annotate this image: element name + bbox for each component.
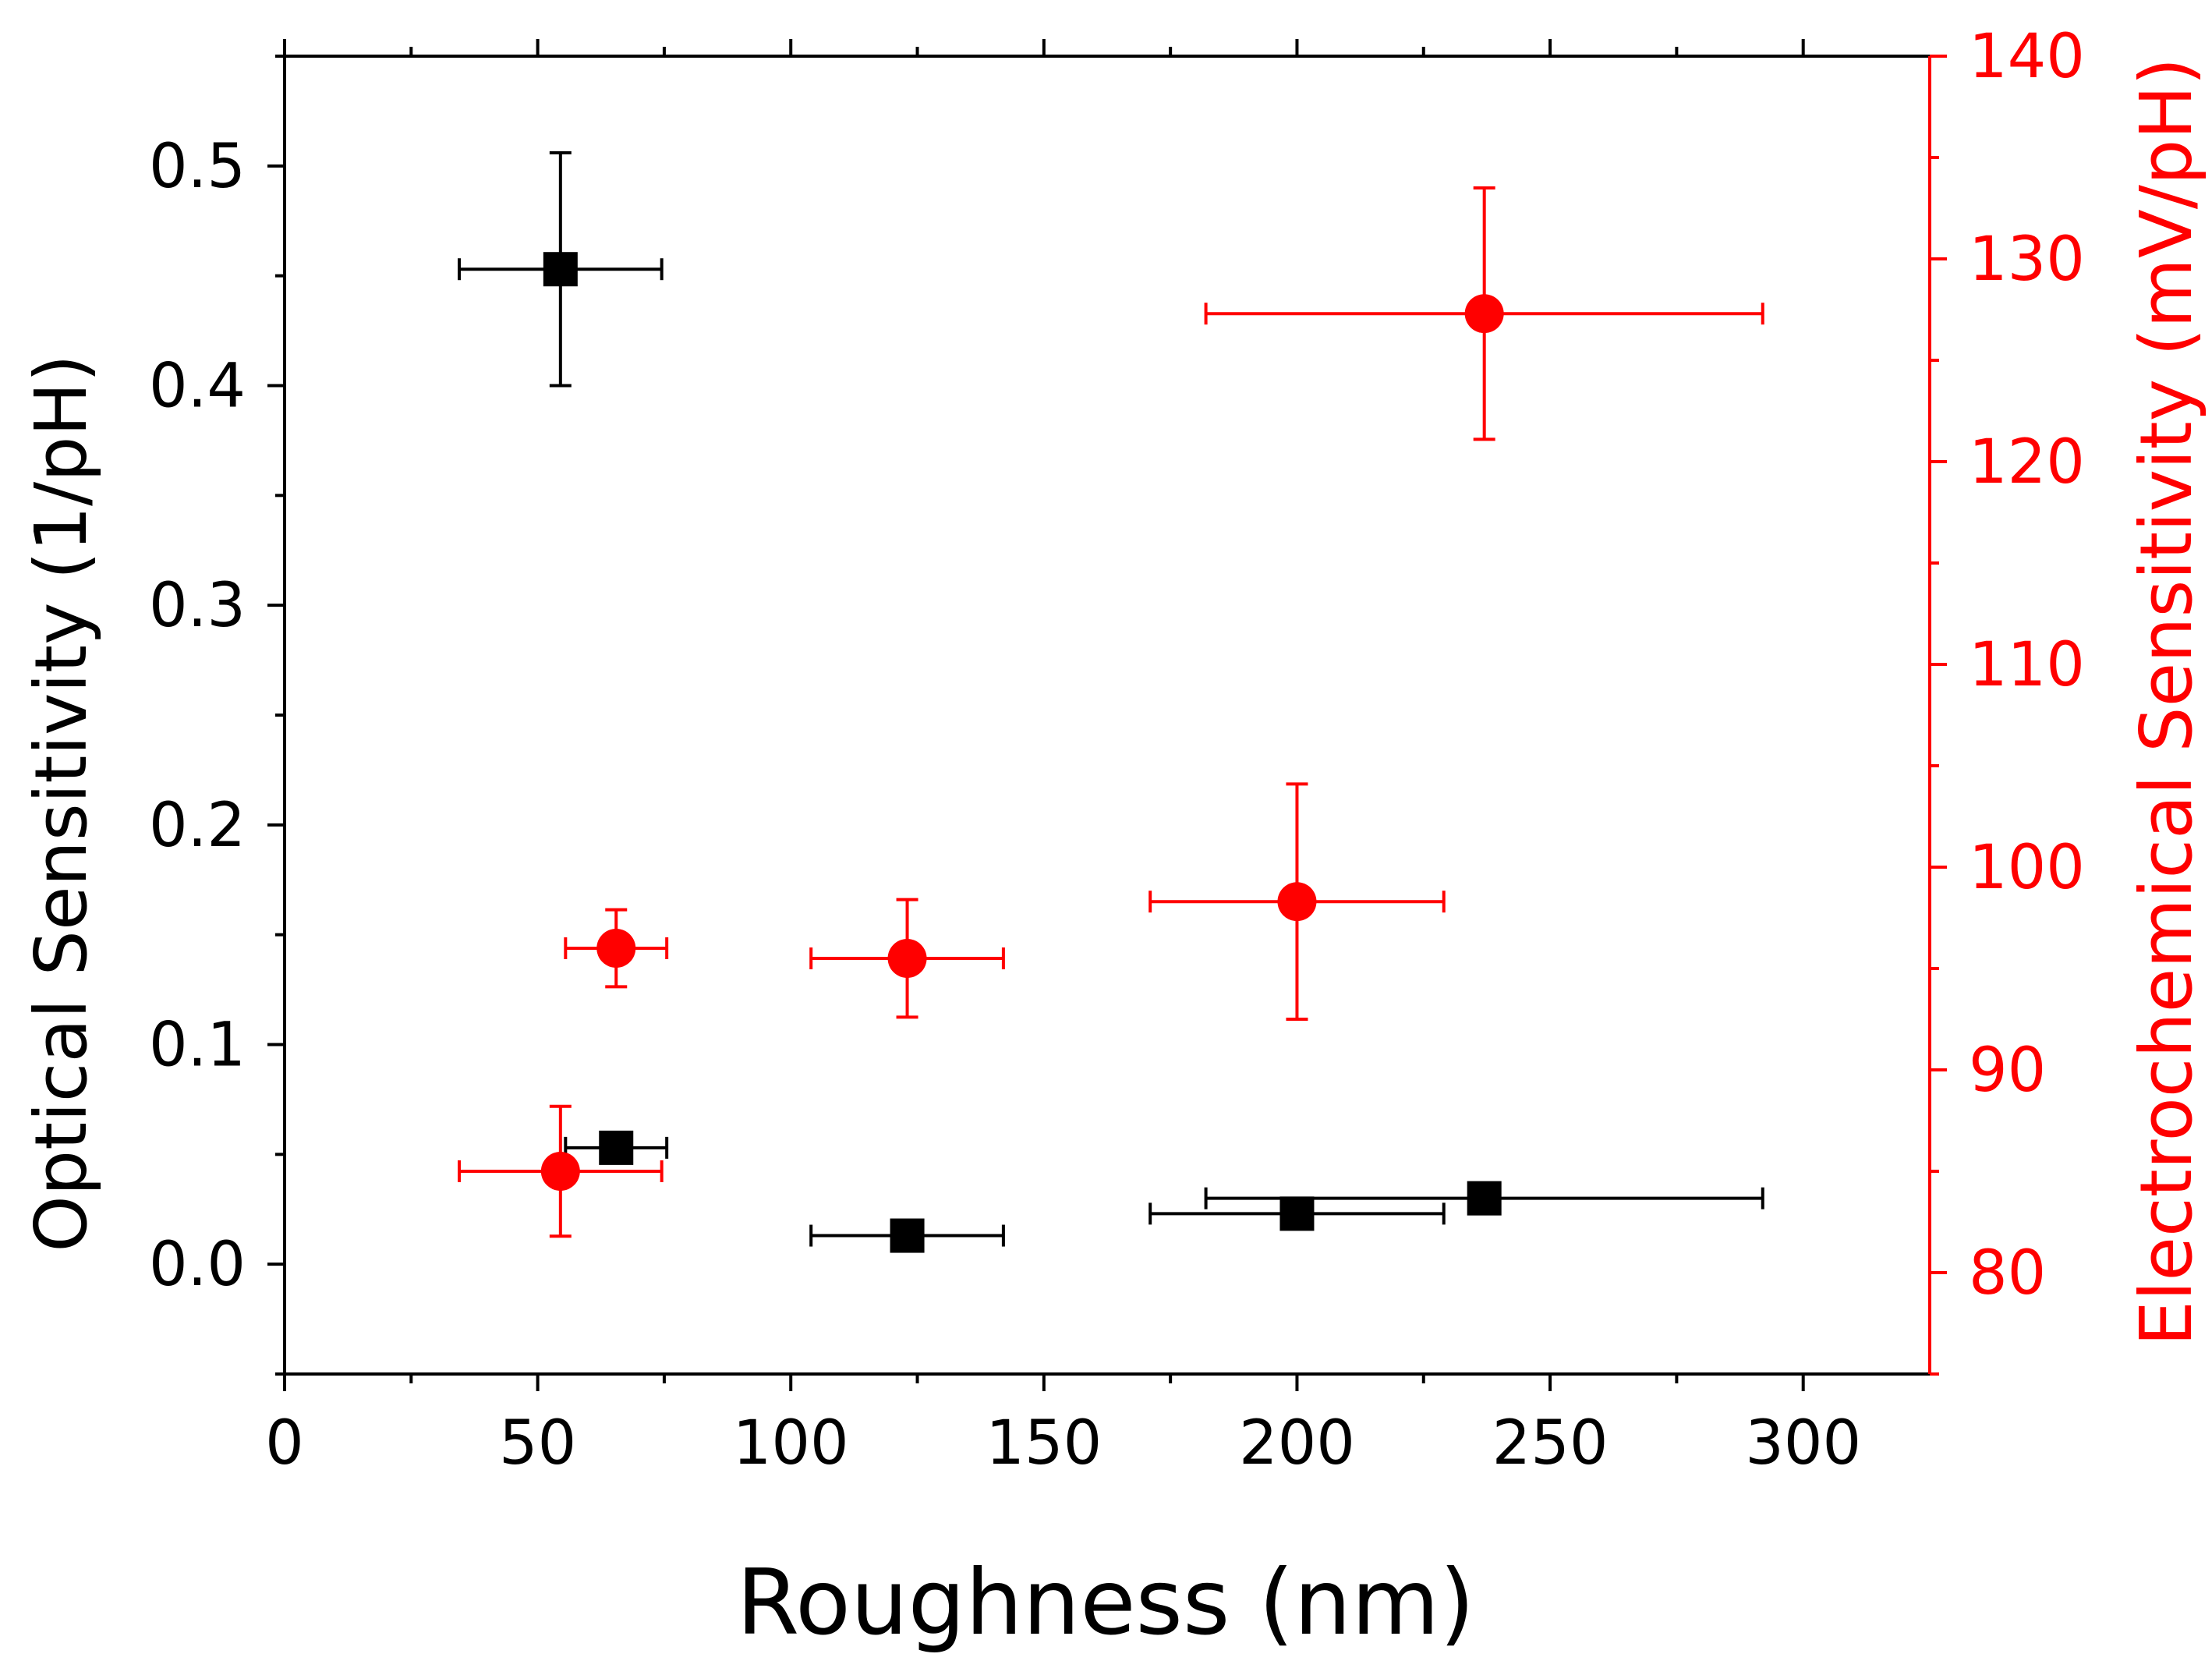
y2-axis-title: Electrochemical Sensitivity (mV/pH) — [2125, 58, 2208, 1347]
circle-marker — [887, 939, 927, 978]
y2-tick-label: 100 — [1969, 833, 2085, 903]
y-tick-label: 0.5 — [149, 132, 246, 202]
circle-marker — [540, 1152, 580, 1191]
y-tick-label: 0.1 — [149, 1011, 246, 1081]
x-axis-title: Roughness (nm) — [737, 1550, 1475, 1656]
square-marker — [890, 1218, 925, 1253]
y2-tick-label: 130 — [1969, 225, 2085, 295]
y2-tick-label: 80 — [1969, 1238, 2046, 1309]
y-tick-label: 0.0 — [149, 1230, 246, 1300]
axes: 0 50 100 150 200 250 300 0.0 0.1 0.2 0.3 0.4 0.5 80 90… — [149, 22, 2085, 1479]
x-tick-label: 100 — [733, 1408, 849, 1479]
y2-tick-label: 140 — [1969, 22, 2085, 92]
error-bars — [457, 151, 1764, 1247]
y-tick-label: 0.3 — [149, 571, 246, 641]
y-axis-title: Optical Sensitivity (1/pH) — [19, 354, 103, 1252]
y-tick-label: 0.4 — [149, 352, 246, 422]
circle-marker — [1464, 294, 1504, 334]
square-marker — [599, 1130, 634, 1165]
y2-tick-label: 110 — [1969, 630, 2085, 700]
square-marker — [1279, 1196, 1315, 1231]
data-markers — [540, 252, 1504, 1253]
x-tick-label: 50 — [499, 1408, 576, 1479]
circle-marker — [1277, 882, 1317, 922]
circle-marker — [596, 929, 636, 968]
y2-tick-label: 90 — [1969, 1036, 2046, 1106]
y-tick-label: 0.2 — [149, 791, 246, 861]
square-marker — [543, 252, 578, 287]
x-tick-label: 250 — [1492, 1408, 1609, 1479]
x-tick-label: 150 — [986, 1408, 1102, 1479]
x-tick-label: 200 — [1239, 1408, 1355, 1479]
x-tick-label: 300 — [1745, 1408, 1861, 1479]
x-tick-label: 0 — [265, 1408, 304, 1479]
y2-tick-label: 120 — [1969, 427, 2085, 498]
square-marker — [1467, 1181, 1502, 1216]
